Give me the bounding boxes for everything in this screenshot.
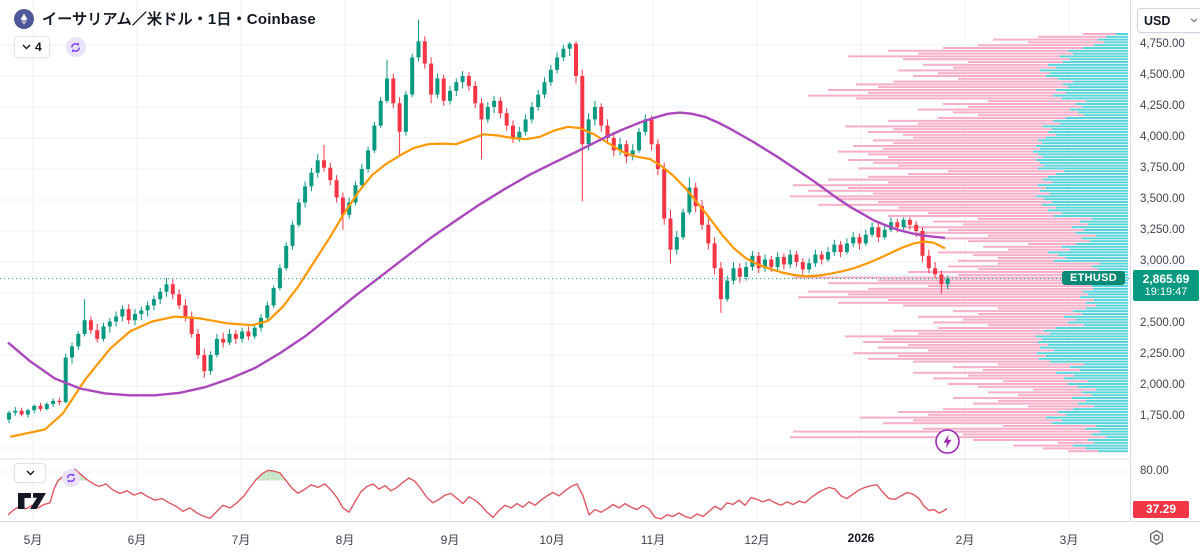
tradingview-logo[interactable] (16, 489, 54, 518)
price-label: 4,500.00 (1140, 69, 1185, 81)
current-price: 2,865.69 (1142, 271, 1190, 286)
bar-countdown: 19:19:47 (1144, 285, 1188, 298)
indicator-pane-controls (14, 463, 80, 509)
month-label: 11月 (640, 533, 666, 547)
price-label: 4,250.00 (1140, 100, 1185, 112)
ma-slow (7, 111, 946, 397)
ma-slow-line (7, 111, 946, 397)
month-label: 2月 (955, 533, 975, 547)
month-label: 2026 (847, 531, 875, 545)
lightning-mode-button[interactable] (934, 428, 961, 460)
volume-profile (790, 33, 1128, 453)
price-label: 2,250.00 (1140, 348, 1185, 360)
indicator-collapse-button[interactable] (14, 463, 46, 483)
ma-fast (9, 125, 946, 438)
month-label: 5月 (23, 533, 43, 547)
time-axis[interactable]: 5月 6月 7月 8月 9月 10月 11月 12月 2026 2月 3月 (0, 521, 1200, 555)
month-label: 10月 (539, 533, 565, 547)
month-label: 9月 (440, 533, 460, 547)
rsi-line (7, 468, 948, 520)
price-label: 2,000.00 (1140, 379, 1185, 391)
price-label: 3,250.00 (1140, 224, 1185, 236)
current-price-badge: 2,865.69 19:19:47 (1133, 269, 1199, 301)
ethereum-logo-icon (14, 8, 34, 29)
month-label: 6月 (127, 533, 147, 547)
chart-header: イーサリアム／米ドル・1日・Coinbase (14, 8, 316, 29)
interval-value: 4 (35, 40, 42, 54)
sync-refresh-icon[interactable] (65, 37, 86, 57)
price-label: 1,750.00 (1140, 410, 1185, 422)
price-label: 3,500.00 (1140, 193, 1185, 205)
price-axis[interactable]: USD 4,750.00 4,500.00 4,250.00 4,000.00 3,75… (1130, 0, 1200, 521)
month-label: 3月 (1059, 533, 1079, 547)
currency-label: USD (1144, 13, 1171, 28)
rsi-indicator (7, 468, 948, 520)
rsi-level-label: 80.00 (1140, 465, 1169, 477)
interval-selector[interactable]: 4 (14, 36, 50, 58)
symbol-price-pill: ETHUSD (1062, 270, 1126, 285)
chevron-down-icon (26, 470, 34, 476)
price-label: 4,000.00 (1140, 131, 1185, 143)
price-label: 2,500.00 (1140, 317, 1185, 329)
month-label: 12月 (744, 533, 770, 547)
rsi-value-badge: 37.29 (1133, 500, 1189, 518)
symbol-title[interactable]: イーサリアム／米ドル・1日・Coinbase (42, 11, 316, 28)
price-label: 4,750.00 (1140, 38, 1185, 50)
month-label: 8月 (335, 533, 355, 547)
chart-canvas[interactable] (0, 0, 1130, 555)
chevron-down-icon (1190, 18, 1198, 23)
candlesticks (7, 19, 950, 424)
chart-subheader: 4 (14, 36, 86, 58)
price-label: 3,000.00 (1140, 255, 1185, 267)
sync-refresh-icon[interactable] (62, 469, 80, 487)
ma-fast-line (9, 125, 946, 438)
price-label: 3,750.00 (1140, 162, 1185, 174)
gear-settings-icon[interactable] (1148, 529, 1165, 551)
month-label: 7月 (231, 533, 251, 547)
chevron-down-icon (22, 44, 31, 50)
currency-selector[interactable]: USD (1137, 8, 1200, 33)
